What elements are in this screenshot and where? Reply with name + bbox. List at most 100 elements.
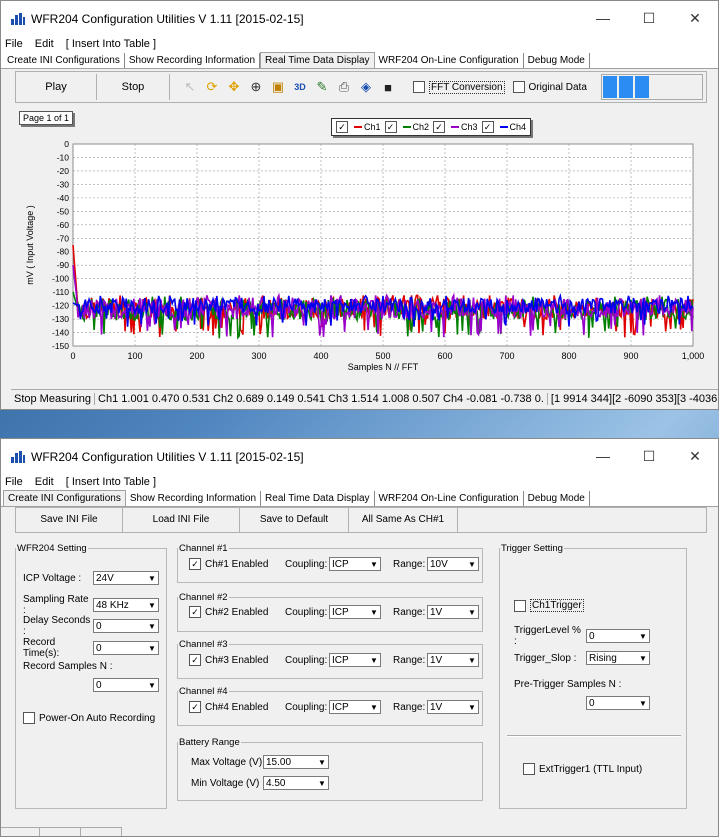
power-on-auto-checkbox[interactable]: Power-On Auto Recording [23, 712, 155, 724]
frame-icon[interactable]: ▣ [271, 79, 285, 94]
menu-file[interactable]: File [5, 37, 23, 50]
original-data-checkbox[interactable]: Original Data [512, 81, 587, 93]
dropdown-arrow-icon[interactable]: ▼ [148, 680, 156, 690]
zoom-icon[interactable]: ⊕ [250, 79, 262, 94]
fft-checkbox-box[interactable] [413, 81, 425, 93]
3d-icon[interactable]: 3D [294, 82, 306, 92]
max-voltage-select[interactable]: 15.00 ▼ [263, 755, 329, 769]
ch4-coupling-select[interactable]: ICP ▼ [329, 700, 381, 714]
dropdown-arrow-icon[interactable]: ▼ [370, 559, 378, 569]
record-samples-select[interactable]: 0 ▼ [93, 678, 159, 692]
legend-item-ch3[interactable]: ✓ Ch3 [433, 121, 478, 133]
load-ini-button[interactable]: Load INI File [123, 508, 240, 532]
channel-3-group: Channel #3 [177, 639, 483, 679]
dropdown-arrow-icon[interactable]: ▼ [318, 757, 326, 767]
ch1-range-select[interactable]: 10V ▼ [427, 557, 479, 571]
ch2-coupling-select[interactable]: ICP ▼ [329, 605, 381, 619]
ch2-coupling-label: Coupling: [285, 606, 328, 618]
dropdown-arrow-icon[interactable]: ▼ [318, 778, 326, 788]
maximize-icon[interactable]: ☐ [642, 448, 656, 464]
maximize-icon[interactable]: ☐ [642, 10, 656, 26]
dropdown-arrow-icon[interactable]: ▼ [148, 600, 156, 610]
ext-trigger-box[interactable] [523, 763, 535, 775]
ch2-enabled-box[interactable]: ✓ [189, 606, 201, 618]
legend-item-ch2[interactable]: ✓ Ch2 [384, 121, 429, 133]
tab-online-config[interactable]: WRF204 On-Line Configuration [375, 53, 524, 68]
pre-trigger-select[interactable]: 0 ▼ [586, 696, 650, 710]
tab-realtime-display[interactable]: Real Time Data Display [261, 491, 375, 506]
select-value: 15.00 [266, 756, 292, 768]
stop-button[interactable]: Stop [97, 74, 170, 100]
dropdown-arrow-icon[interactable]: ▼ [148, 621, 156, 631]
page-indicator: Page 1 of 1 [19, 111, 74, 125]
image-icon[interactable]: ◈ [361, 79, 371, 94]
all-same-button[interactable]: All Same As CH#1 [349, 508, 458, 532]
pan-icon[interactable]: ✥ [228, 79, 240, 94]
legend-item-ch4[interactable]: ✓ Ch4 [481, 121, 527, 133]
dropdown-arrow-icon[interactable]: ▼ [639, 653, 647, 663]
dropdown-arrow-icon[interactable]: ▼ [370, 607, 378, 617]
ext-trigger-checkbox[interactable]: ExtTrigger1 (TTL Input) [523, 763, 642, 775]
menu-insert-table[interactable]: [ Insert Into Table ] [65, 37, 156, 50]
pre-trigger-label: Pre-Trigger Samples N : [514, 679, 622, 690]
menu-edit[interactable]: Edit [34, 475, 54, 488]
menu-insert-table[interactable]: [ Insert Into Table ] [65, 475, 156, 488]
menu-edit[interactable]: Edit [34, 37, 54, 50]
ch3-enabled-box[interactable]: ✓ [189, 654, 201, 666]
dropdown-arrow-icon[interactable]: ▼ [148, 643, 156, 653]
ch2-range-select[interactable]: 1V ▼ [427, 605, 479, 619]
minimize-icon[interactable]: — [596, 448, 610, 464]
pointer-icon[interactable]: ↖ [184, 79, 196, 94]
dropdown-arrow-icon[interactable]: ▼ [468, 559, 476, 569]
dropdown-arrow-icon[interactable]: ▼ [468, 607, 476, 617]
trigger-slop-label: Trigger_Slop : [514, 652, 577, 664]
close-icon[interactable]: ✕ [689, 448, 701, 464]
ch1-coupling-select[interactable]: ICP ▼ [329, 557, 381, 571]
sampling-rate-select[interactable]: 48 KHz ▼ [93, 598, 159, 612]
play-button[interactable]: Play [16, 74, 97, 100]
original-data-box[interactable] [512, 81, 525, 93]
print-icon[interactable]: ⎙ [338, 79, 350, 94]
dropdown-arrow-icon[interactable]: ▼ [148, 573, 156, 583]
tab-debug-mode[interactable]: Debug Mode [524, 491, 590, 506]
ch3-coupling-select[interactable]: ICP ▼ [329, 653, 381, 667]
dropdown-arrow-icon[interactable]: ▼ [639, 631, 647, 641]
ch1-enabled-box[interactable]: ✓ [189, 558, 201, 570]
close-icon[interactable]: ✕ [689, 10, 701, 26]
tab-create-ini[interactable]: Create INI Configurations [3, 53, 125, 68]
dropdown-arrow-icon[interactable]: ▼ [639, 698, 647, 708]
power-on-auto-box[interactable] [23, 712, 35, 724]
tab-show-recording[interactable]: Show Recording Information [126, 491, 262, 506]
tab-show-recording[interactable]: Show Recording Information [125, 53, 261, 68]
ch4-range-select[interactable]: 1V ▼ [427, 700, 479, 714]
ch1-trigger-checkbox[interactable]: Ch1Trigger [514, 599, 584, 612]
delay-seconds-select[interactable]: 0 ▼ [93, 619, 159, 633]
dropdown-arrow-icon[interactable]: ▼ [468, 702, 476, 712]
rotate-icon[interactable]: ⟳ [206, 79, 218, 94]
tab-realtime-display[interactable]: Real Time Data Display [260, 52, 375, 68]
tab-online-config[interactable]: WRF204 On-Line Configuration [375, 491, 524, 506]
ch3-range-select[interactable]: 1V ▼ [427, 653, 479, 667]
save-icon[interactable]: ■ [384, 79, 392, 95]
legend-label: Ch4 [509, 122, 527, 132]
legend-item-ch1[interactable]: ✓ Ch1 [336, 121, 381, 133]
record-time-select[interactable]: 0 ▼ [93, 641, 159, 655]
tab-debug-mode[interactable]: Debug Mode [524, 53, 590, 68]
ch4-enabled-box[interactable]: ✓ [189, 701, 201, 713]
save-ini-button[interactable]: Save INI File [16, 508, 123, 532]
dropdown-arrow-icon[interactable]: ▼ [370, 655, 378, 665]
fft-checkbox[interactable]: FFT Conversion [413, 80, 505, 94]
dropdown-arrow-icon[interactable]: ▼ [468, 655, 476, 665]
save-default-button[interactable]: Save to Default [240, 508, 349, 532]
ch1-trigger-box[interactable] [514, 599, 526, 612]
trigger-slop-select[interactable]: Rising ▼ [586, 651, 650, 665]
menu-file[interactable]: File [5, 475, 23, 488]
min-voltage-select[interactable]: 4.50 ▼ [263, 776, 329, 790]
minimize-icon[interactable]: — [596, 10, 610, 26]
trigger-level-select[interactable]: 0 ▼ [586, 629, 650, 643]
icp-voltage-select[interactable]: 24V ▼ [93, 571, 159, 585]
tab-create-ini[interactable]: Create INI Configurations [3, 490, 126, 506]
chart-edit-icon[interactable]: ✎ [316, 79, 328, 94]
dropdown-arrow-icon[interactable]: ▼ [370, 702, 378, 712]
progress-block [634, 76, 649, 98]
